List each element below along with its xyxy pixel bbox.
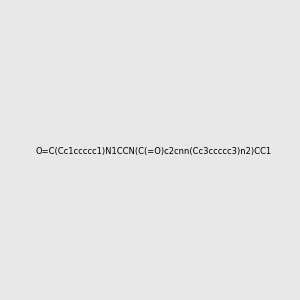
Text: O=C(Cc1ccccc1)N1CCN(C(=O)c2cnn(Cc3ccccc3)n2)CC1: O=C(Cc1ccccc1)N1CCN(C(=O)c2cnn(Cc3ccccc3…: [36, 147, 272, 156]
